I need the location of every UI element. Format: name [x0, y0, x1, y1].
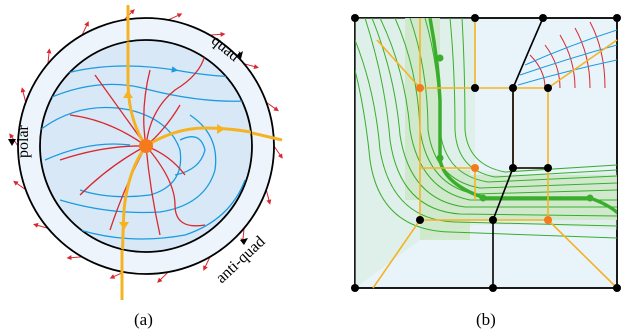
vertices: [351, 14, 621, 292]
ring-arrow-quad: [236, 51, 243, 59]
blue-flow-curves: [40, 65, 252, 240]
boundary-arrow-red: [273, 145, 283, 159]
boundary-arrow-red: [265, 189, 272, 205]
boundary-arrow-red: [13, 180, 27, 191]
panel-a: quad polar anti-quad (a): [8, 5, 283, 329]
boundary-arrow-red: [81, 21, 89, 36]
caption-a: (a): [134, 310, 153, 329]
caption-b: (b): [476, 310, 496, 329]
ring-label-polar: polar: [15, 124, 32, 158]
red-flow-curves: [59, 54, 206, 236]
boundary-arrow-red: [20, 87, 27, 103]
sep-arrow-3: [217, 124, 225, 134]
boundary-arrow-red: [240, 228, 246, 244]
ring-arrow-polar: [8, 139, 16, 146]
boundary-arrow-red: [168, 13, 183, 21]
boundary-arrow-red: [265, 101, 279, 112]
boundary-arrow-red: [157, 271, 169, 283]
sep-arrow-1: [123, 90, 133, 98]
boundary-arrow-red: [33, 223, 49, 229]
green-thick-path: [428, 18, 617, 215]
boundary-arrow-red: [209, 31, 226, 37]
separatrices: [120, 40, 252, 252]
red-grid: [529, 21, 606, 89]
boundary-arrow-red: [66, 255, 83, 261]
boundary-arrow-red: [46, 48, 52, 64]
singular-point: [139, 139, 153, 153]
boundary-arrow-red: [203, 256, 211, 271]
separatrix-right-ext: [251, 131, 283, 142]
sep-arrow-2: [119, 222, 129, 230]
boundary-arrow-red: [243, 63, 259, 69]
ring-arrow-antiquad: [240, 238, 248, 245]
panel-b: (b): [351, 14, 621, 329]
green-lines: [355, 18, 617, 239]
